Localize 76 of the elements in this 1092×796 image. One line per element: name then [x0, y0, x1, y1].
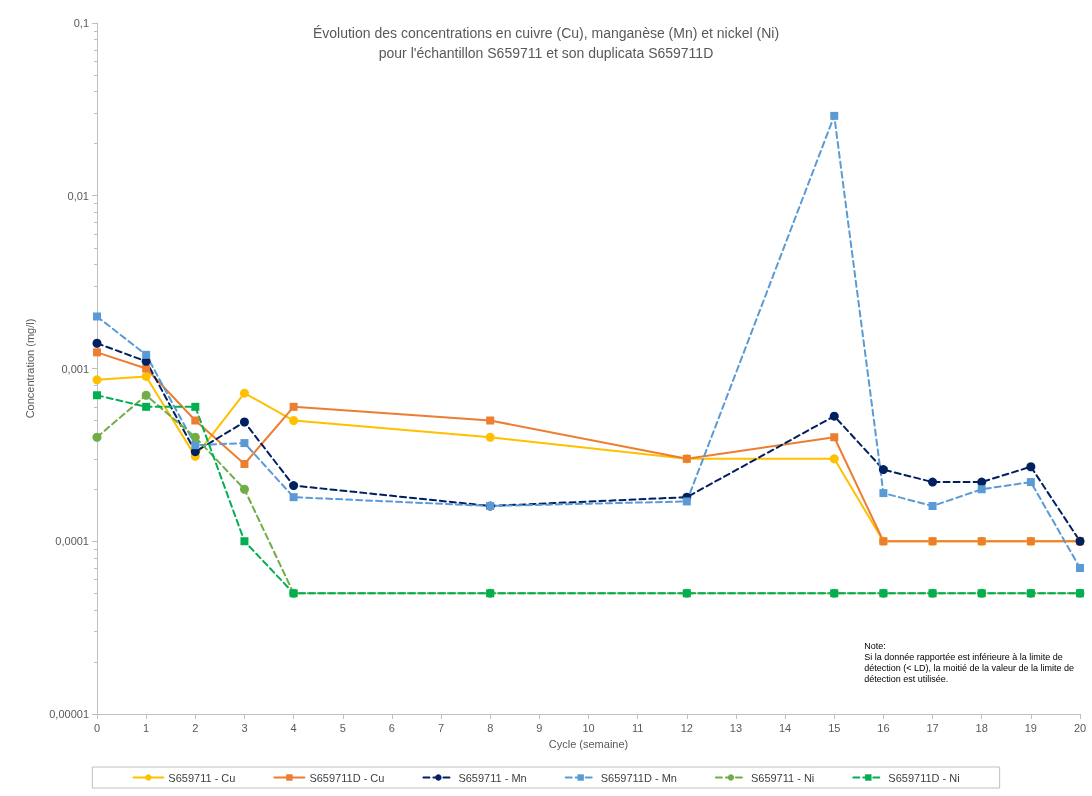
y-tick-label: 0,001 — [61, 362, 89, 375]
x-tick-label: 18 — [975, 721, 988, 734]
point — [486, 416, 495, 425]
point — [289, 416, 299, 425]
point — [142, 402, 151, 411]
y-tick-label: 0,0001 — [55, 535, 89, 548]
x-tick-label: 16 — [877, 721, 890, 734]
legend-label: S659711D - Ni — [888, 771, 960, 784]
y-tick-label: 0,1 — [73, 17, 89, 29]
x-tick-label: 8 — [487, 721, 494, 734]
x-tick-label: 11 — [631, 721, 644, 734]
point — [829, 454, 839, 464]
point — [239, 388, 249, 398]
x-tick-label: 6 — [388, 721, 395, 734]
point — [93, 348, 101, 357]
point — [239, 484, 249, 494]
legend-label: S659711 - Mn — [458, 771, 527, 784]
point — [141, 371, 151, 381]
point — [289, 402, 298, 411]
point — [240, 537, 249, 546]
x-tick-label: 9 — [536, 721, 543, 734]
legend-label: S659711 - Cu — [168, 771, 236, 784]
x-tick-label: 15 — [828, 721, 841, 734]
legend-label: S659711D - Cu — [309, 771, 385, 784]
point — [830, 111, 839, 120]
point — [928, 477, 938, 487]
point — [240, 439, 249, 448]
point — [1076, 564, 1084, 573]
point — [928, 501, 937, 510]
point — [92, 375, 102, 385]
legend-label: S659711D - Mn — [600, 771, 677, 784]
point — [289, 493, 298, 502]
point — [92, 338, 102, 348]
annotation: Note: Si la donnée rapportée est inférieure à la limite de détection (< LD), la moitié de la valeur de la limite de détection est utilisée. — [864, 640, 1074, 684]
text: Évolution des concentrations en cuivre (Cu), manganèse (Mn) et nickel (Ni) pour l'échantillon S659711 et son duplicata S659711D — [312, 25, 780, 61]
point — [289, 481, 299, 491]
point — [829, 411, 839, 421]
point — [1026, 462, 1036, 472]
x-tick-label: 10 — [582, 721, 595, 734]
x-tick-label: 3 — [241, 721, 248, 734]
x-tick-label: 0 — [93, 721, 101, 734]
x-tick-label: 5 — [339, 721, 346, 734]
point — [1026, 478, 1035, 487]
point — [141, 390, 151, 400]
point — [93, 312, 101, 321]
x-tick-label: 19 — [1024, 721, 1037, 734]
point — [879, 489, 888, 498]
x-tick-label: 7 — [437, 721, 445, 734]
x-tick-label: 4 — [290, 721, 297, 734]
legend-label: S659711 - Ni — [750, 771, 815, 784]
point — [191, 402, 200, 411]
x-tick-label: 13 — [729, 721, 743, 734]
x-tick-label: 1 — [143, 721, 150, 734]
point — [682, 497, 691, 506]
x-tick-label: 12 — [680, 721, 693, 734]
x-tick-label: 17 — [926, 721, 939, 734]
point — [485, 432, 495, 442]
point — [191, 416, 200, 425]
x-axis-title: Cycle (semaine) — [548, 737, 629, 750]
x-tick-label: 2 — [192, 721, 199, 734]
y-axis-title: Concentration (mg/l) — [23, 318, 36, 419]
point — [190, 432, 200, 442]
y-tick-label: 0,01 — [67, 189, 89, 202]
point — [878, 465, 888, 475]
point — [830, 433, 839, 442]
x-tick-label: 20 — [1073, 721, 1087, 734]
point — [240, 460, 249, 468]
point — [92, 432, 102, 442]
y-tick-label: 0,00001 — [49, 708, 89, 720]
point — [977, 485, 986, 494]
point — [191, 441, 200, 450]
point — [239, 417, 249, 427]
x-tick-label: 14 — [778, 721, 792, 734]
point — [142, 364, 151, 373]
point — [142, 350, 151, 359]
point — [93, 391, 101, 400]
